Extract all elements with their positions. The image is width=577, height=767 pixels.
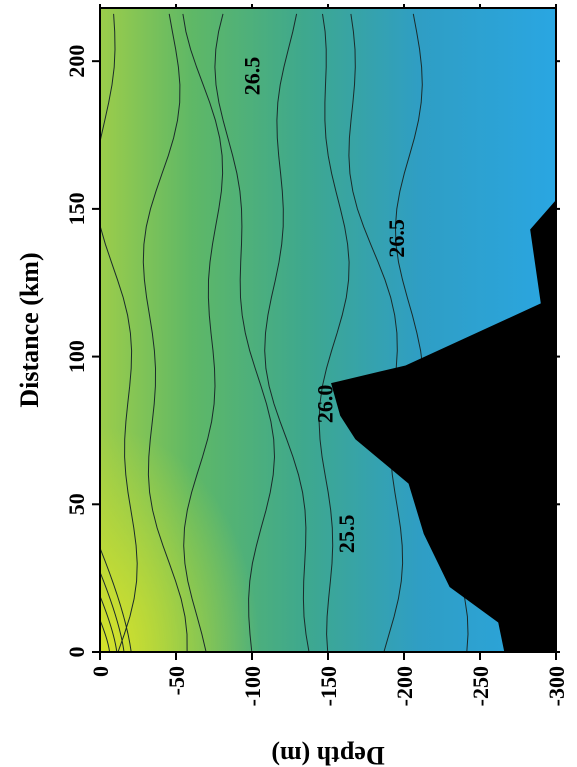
contour-line xyxy=(100,547,132,652)
y-tick-label: 100 xyxy=(64,340,89,373)
x-tick-label: 0 xyxy=(88,666,113,677)
y-axis: 0 50 100 150 200 xyxy=(64,45,560,658)
y-axis-label: Distance (km) xyxy=(15,252,44,407)
y-tick-label: 50 xyxy=(64,493,89,515)
contour-line xyxy=(100,571,125,652)
x-tick-label: -300 xyxy=(544,666,569,706)
contour-label: 25.5 xyxy=(334,515,359,554)
plot-area: 25.5 26.0 26.5 26.5 xyxy=(100,8,556,652)
y-tick-label: 0 xyxy=(64,647,89,658)
contour-label: 26.5 xyxy=(384,219,409,257)
contour-line xyxy=(318,13,350,652)
x-axis-label: Depth (m) xyxy=(271,741,384,767)
contour-line xyxy=(348,13,404,652)
y-tick-label: 200 xyxy=(64,45,89,78)
contour-labels: 25.5 26.0 26.5 26.5 xyxy=(240,57,409,553)
contour-line xyxy=(100,595,118,652)
contour-line xyxy=(142,13,188,652)
x-tick-label: -250 xyxy=(468,666,493,706)
contour-line xyxy=(214,13,276,652)
x-tick-label: -200 xyxy=(392,666,417,706)
x-tick-label: -50 xyxy=(164,666,189,695)
x-tick-label: -100 xyxy=(240,666,265,706)
x-tick-label: -150 xyxy=(316,666,341,706)
contour-label: 26.0 xyxy=(313,385,338,424)
contour-line xyxy=(264,13,310,652)
bathymetry-mask xyxy=(331,200,556,652)
x-axis: 0 -50 -100 -150 -200 -250 -300 xyxy=(88,4,569,706)
y-tick-label: 150 xyxy=(64,192,89,225)
contour-line xyxy=(100,13,138,652)
contour-line xyxy=(182,13,224,652)
contour-line xyxy=(100,619,111,652)
contour-label: 26.5 xyxy=(240,57,265,96)
